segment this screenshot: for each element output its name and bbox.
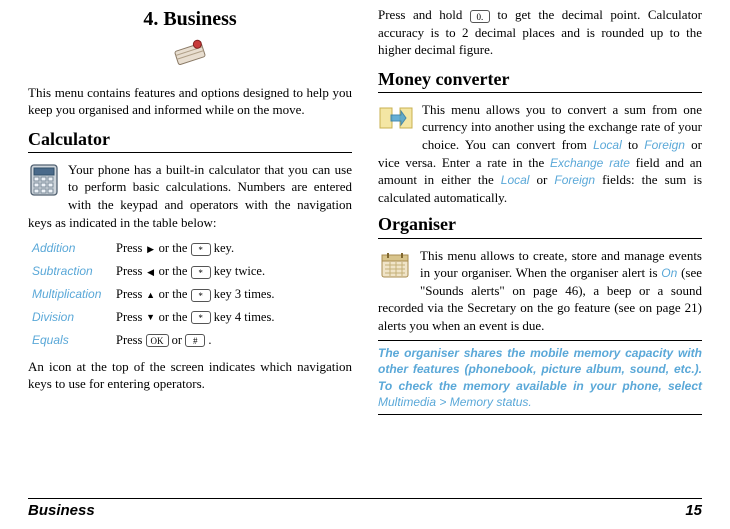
right-column: Press and hold 0. to get the decimal poi…	[378, 6, 702, 482]
nav-arrow-icon: ◀	[146, 268, 156, 277]
chapter-intro: This menu contains features and options …	[28, 84, 352, 119]
operation-name: Division	[28, 306, 112, 329]
local-field-label: Local	[593, 138, 622, 152]
chapter-title: 4. Business	[28, 6, 352, 33]
chapter-icon	[28, 39, 352, 74]
organiser-note: The organiser shares the mobile memory c…	[378, 340, 702, 415]
organiser-icon	[378, 249, 412, 286]
operation-keys: Press ◀ or the * key twice.	[112, 260, 352, 283]
operation-name: Multiplication	[28, 283, 112, 306]
hash-key-icon: #	[185, 334, 205, 347]
money-converter-icon	[378, 103, 414, 138]
star-key-icon: *	[191, 243, 211, 256]
foreign-field-label: Foreign	[644, 138, 685, 152]
operation-keys: Press OK or # .	[112, 329, 352, 352]
heading-money-converter: Money converter	[378, 67, 702, 93]
nav-arrow-icon: ▲	[146, 291, 156, 300]
table-row: SubtractionPress ◀ or the * key twice.	[28, 260, 352, 283]
star-key-icon: *	[191, 311, 211, 324]
table-row: DivisionPress ▼ or the * key 4 times.	[28, 306, 352, 329]
ok-key-icon: OK	[146, 334, 169, 347]
operation-name: Addition	[28, 237, 112, 260]
money-converter-intro: This menu allows you to convert a sum fr…	[378, 101, 702, 206]
local-field-label-2: Local	[501, 173, 530, 187]
decimal-hold-para: Press and hold 0. to get the decimal poi…	[378, 6, 702, 59]
footer-page-number: 15	[685, 501, 702, 521]
star-key-icon: *	[191, 266, 211, 279]
table-row: AdditionPress ▶ or the * key.	[28, 237, 352, 260]
heading-calculator: Calculator	[28, 127, 352, 153]
left-column: 4. Business This menu contains features …	[28, 6, 352, 482]
text: This menu allows to create, store and ma…	[420, 248, 702, 281]
page-footer: Business 15	[28, 498, 702, 521]
heading-organiser: Organiser	[378, 212, 702, 238]
calculator-icon	[28, 163, 60, 202]
zero-dot-key-icon: 0.	[470, 10, 490, 23]
calculator-intro-text: Your phone has a built-in calculator tha…	[28, 162, 352, 230]
nav-arrow-icon: ▼	[146, 313, 156, 322]
organiser-intro: This menu allows to create, store and ma…	[378, 247, 702, 335]
operator-table: AdditionPress ▶ or the * key.Subtraction…	[28, 237, 352, 351]
calculator-intro: Your phone has a built-in calculator tha…	[28, 161, 352, 231]
operation-name: Subtraction	[28, 260, 112, 283]
calculator-after-table: An icon at the top of the screen indicat…	[28, 358, 352, 393]
table-row: EqualsPress OK or # .	[28, 329, 352, 352]
operation-keys: Press ▼ or the * key 4 times.	[112, 306, 352, 329]
exchange-rate-field-label: Exchange rate	[550, 156, 630, 170]
operation-keys: Press ▶ or the * key.	[112, 237, 352, 260]
operation-name: Equals	[28, 329, 112, 352]
table-row: MultiplicationPress ▲ or the * key 3 tim…	[28, 283, 352, 306]
menu-path: Multimedia > Memory status.	[378, 395, 532, 409]
text: to	[628, 137, 644, 152]
footer-section-name: Business	[28, 501, 95, 521]
text: Press and hold	[378, 7, 470, 22]
text: or	[537, 172, 555, 187]
note-text: The organiser shares the mobile memory c…	[378, 346, 702, 392]
on-label: On	[661, 266, 677, 280]
star-key-icon: *	[191, 289, 211, 302]
foreign-field-label-2: Foreign	[554, 173, 595, 187]
nav-arrow-icon: ▶	[146, 245, 156, 254]
operation-keys: Press ▲ or the * key 3 times.	[112, 283, 352, 306]
